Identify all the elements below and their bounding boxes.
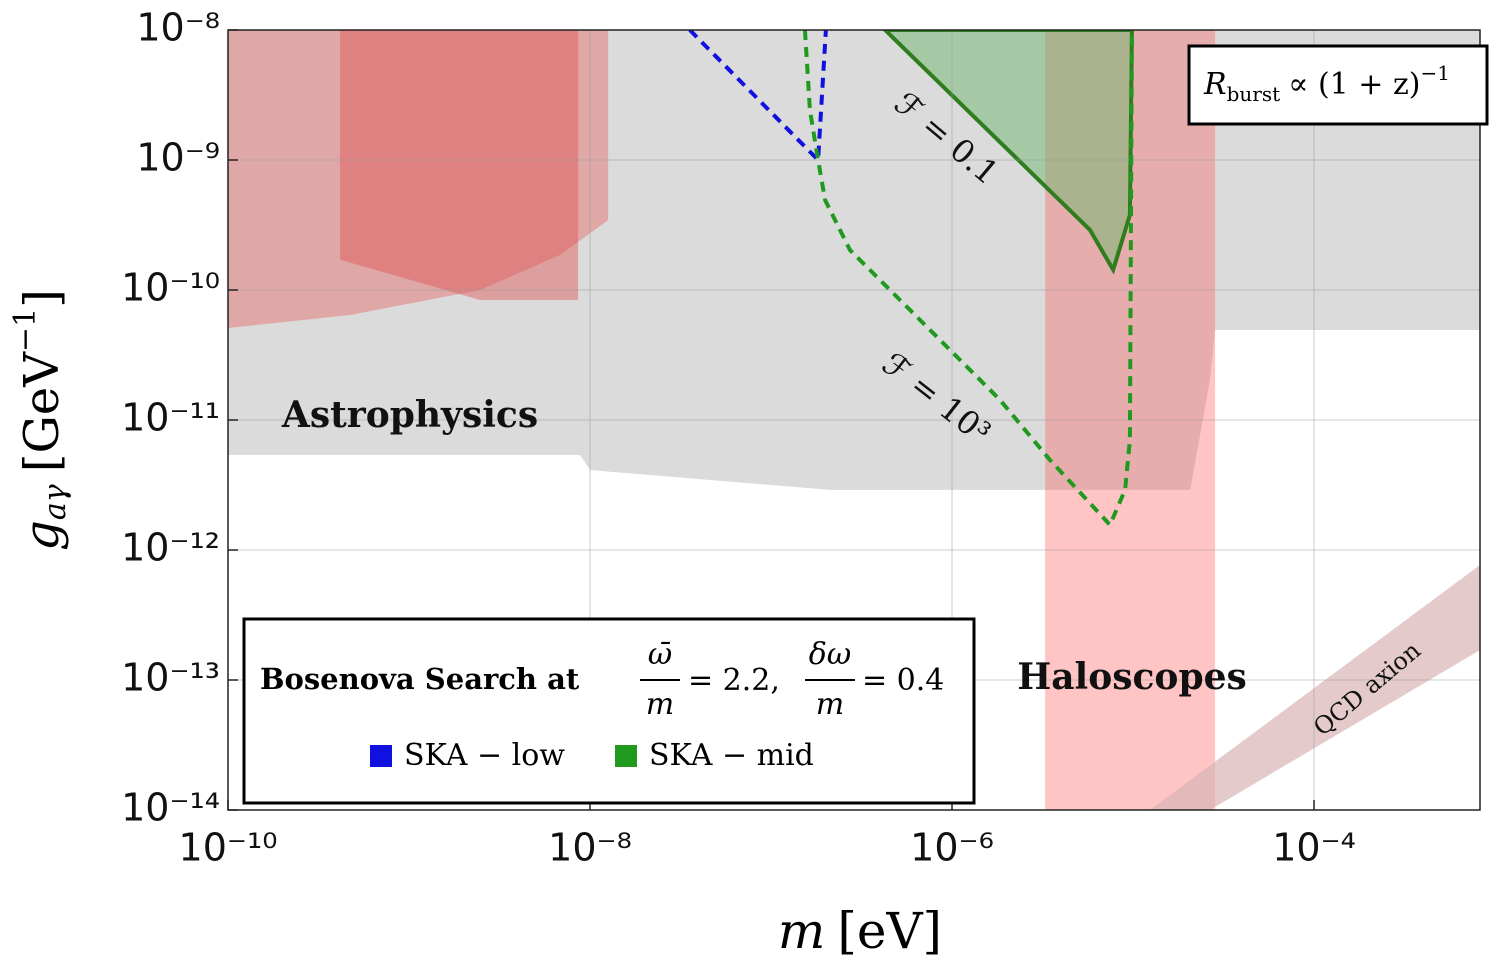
legend-box — [242, 617, 976, 805]
annotation: Astrophysics — [281, 394, 538, 436]
legend-label: SKA − mid — [649, 738, 814, 773]
x-axis-label: m [eV] — [778, 902, 942, 960]
y-tick-label: 10⁻¹⁴ — [121, 786, 220, 830]
exclusion-region — [228, 30, 609, 329]
y-tick-label: 10⁻¹⁰ — [121, 266, 220, 310]
x-tick-label: 10⁻¹⁰ — [179, 826, 278, 870]
x-label-unit: [eV] — [837, 902, 942, 960]
series-line — [688, 30, 828, 165]
legend-frac-num: δω — [809, 637, 852, 672]
legend-frac-den: m — [646, 687, 674, 722]
y-tick-label: 10⁻¹³ — [121, 656, 220, 700]
note-text: Rburst ∝ (1 + z)−1 — [1203, 61, 1450, 106]
y-label-close: ] — [14, 289, 70, 308]
y-tick-label: 10⁻¹¹ — [121, 396, 220, 440]
legend-frac-num: ω̄ — [648, 637, 672, 672]
exclusion-region — [882, 30, 1134, 275]
y-tick-label: 10⁻⁸ — [136, 6, 220, 50]
x-tick-label: 10⁻⁸ — [548, 826, 632, 870]
exclusion-region — [1149, 564, 1480, 810]
note-var: R — [1203, 67, 1227, 102]
y-tick-label: 10⁻⁹ — [136, 136, 220, 180]
x-tick-label: 10⁻⁴ — [1272, 826, 1356, 870]
y-label-unit: [GeV — [14, 351, 70, 472]
legend-frac-value: = 2.2, — [688, 663, 780, 698]
legend-swatch — [370, 745, 392, 767]
y-axis-label: gaγ [GeV−1] — [8, 289, 73, 551]
legend-label: SKA − low — [404, 738, 565, 773]
legend: Bosenova Search at ω̄ m = 2.2, δω m = 0.… — [242, 617, 976, 805]
annotation: Haloscopes — [1017, 656, 1247, 698]
legend-title: Bosenova Search at — [260, 662, 580, 696]
ticks: 10⁻¹⁰ 10⁻⁸ 10⁻⁶ 10⁻⁴ 10⁻¹⁴ 10⁻¹³ 10⁻¹² 10⁻¹¹ 10⁻… — [121, 6, 1356, 870]
x-label-var: m — [778, 902, 825, 960]
note-exp: −1 — [1421, 61, 1450, 85]
exclusion-region — [340, 30, 579, 300]
legend-frac-den: m — [816, 687, 844, 722]
y-label-sub: aγ — [38, 484, 73, 520]
y-tick-label: 10⁻¹² — [121, 526, 220, 570]
note-sub: burst — [1227, 82, 1281, 106]
note-box — [1187, 44, 1489, 126]
series-line — [802, 30, 1134, 529]
y-label-var: g — [14, 520, 70, 551]
legend-swatch — [615, 745, 637, 767]
x-tick-label: 10⁻⁶ — [910, 826, 994, 870]
note-expr: ∝ (1 + z) — [1288, 67, 1420, 102]
y-label-exp: −1 — [8, 308, 43, 352]
legend-frac-value: = 0.4 — [862, 663, 944, 698]
